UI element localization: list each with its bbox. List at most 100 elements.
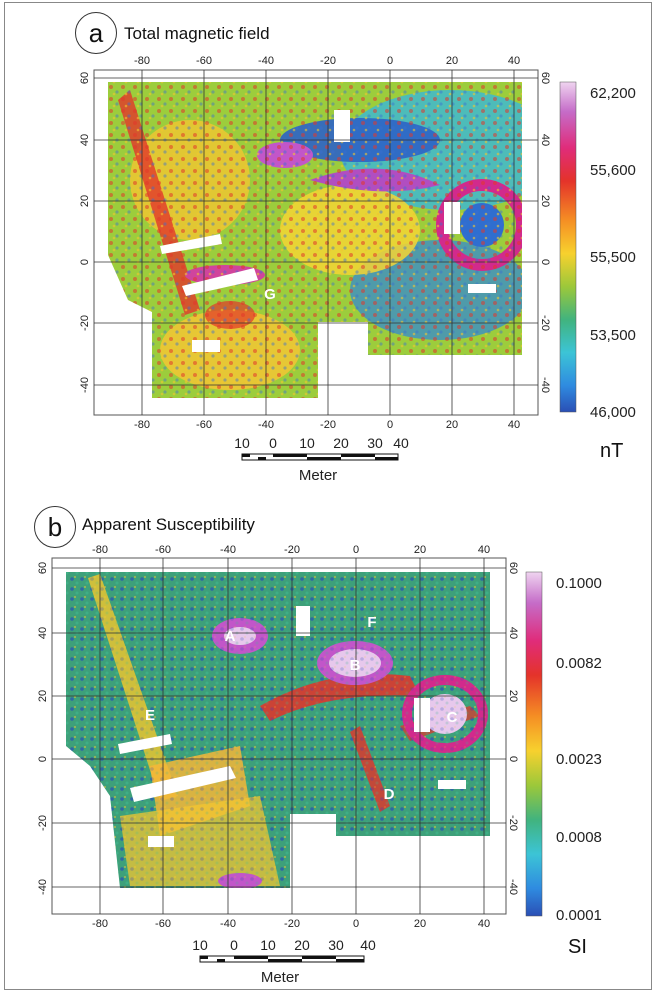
x-tick-top: -60 bbox=[155, 544, 171, 556]
scale-unit: Meter bbox=[261, 969, 299, 986]
anomaly-label: G bbox=[264, 286, 276, 303]
colorbar-unit: SI bbox=[568, 936, 587, 958]
y-tick-right: 40 bbox=[539, 134, 551, 146]
y-tick-left: -40 bbox=[37, 879, 49, 895]
x-tick-top: -40 bbox=[258, 55, 274, 67]
colorbar-label: 0.0001 bbox=[556, 907, 602, 924]
panel-apparent-susceptibility: b Apparent Susceptibility bbox=[0, 496, 658, 994]
panel-letter-badge: a bbox=[75, 12, 117, 54]
panel-total-magnetic-field: a Total magnetic field bbox=[0, 0, 658, 490]
y-tick-right: -20 bbox=[539, 315, 551, 331]
x-tick-bottom: -40 bbox=[258, 419, 274, 431]
x-tick-bottom: 20 bbox=[446, 419, 458, 431]
colorbar-label: 0.0008 bbox=[556, 829, 602, 846]
y-tick-right: 40 bbox=[507, 627, 519, 639]
panel-letter: a bbox=[88, 18, 104, 48]
x-tick-bottom: -80 bbox=[92, 918, 108, 930]
colorbar bbox=[525, 571, 543, 917]
x-tick-top: 0 bbox=[353, 544, 359, 556]
scale-bar bbox=[199, 955, 365, 963]
magnetic-field-surface bbox=[108, 82, 522, 398]
x-tick-top: 40 bbox=[508, 55, 520, 67]
x-tick-bottom: -20 bbox=[320, 419, 336, 431]
grid-lines bbox=[52, 558, 506, 914]
x-tick-top: 0 bbox=[387, 55, 393, 67]
y-tick-left: 60 bbox=[79, 72, 91, 84]
anomaly-label: E bbox=[145, 707, 155, 724]
scale-number: 20 bbox=[294, 937, 310, 953]
scale-number: 10 bbox=[234, 435, 250, 451]
scale-number: 40 bbox=[393, 435, 409, 451]
colorbar-label: 0.0023 bbox=[556, 751, 602, 768]
scale-number: 10 bbox=[260, 937, 276, 953]
scale-number: 10 bbox=[192, 937, 208, 953]
colorbar bbox=[559, 81, 577, 413]
scale-number: 30 bbox=[367, 435, 383, 451]
colorbar-label: 53,500 bbox=[590, 327, 636, 344]
y-tick-left: 40 bbox=[79, 134, 91, 146]
y-tick-right: -40 bbox=[507, 879, 519, 895]
panel-letter-badge: b bbox=[34, 506, 76, 548]
anomaly-label: C bbox=[447, 709, 458, 726]
colorbar-label: 46,000 bbox=[590, 404, 636, 421]
y-tick-left: -20 bbox=[79, 315, 91, 331]
x-tick-top: 20 bbox=[414, 544, 426, 556]
x-tick-bottom: 40 bbox=[508, 419, 520, 431]
scale-number: 0 bbox=[230, 937, 238, 953]
y-tick-right: -40 bbox=[539, 377, 551, 393]
x-tick-bottom: -40 bbox=[220, 918, 236, 930]
x-tick-bottom: -60 bbox=[155, 918, 171, 930]
panel-title: Apparent Susceptibility bbox=[82, 515, 255, 534]
panel-title: Total magnetic field bbox=[124, 24, 270, 43]
page-frame bbox=[4, 2, 652, 990]
x-tick-top: -40 bbox=[220, 544, 236, 556]
colorbar-label: 0.1000 bbox=[556, 575, 602, 592]
scale-number: 10 bbox=[299, 435, 315, 451]
anomaly-label: F bbox=[367, 614, 376, 631]
scale-number: 20 bbox=[333, 435, 349, 451]
y-tick-right: 0 bbox=[539, 259, 551, 265]
x-tick-top: -80 bbox=[134, 55, 150, 67]
scale-number: 30 bbox=[328, 937, 344, 953]
colorbar-label: 0.0082 bbox=[556, 655, 602, 672]
y-tick-right: 0 bbox=[507, 756, 519, 762]
x-tick-bottom: -80 bbox=[134, 419, 150, 431]
x-tick-bottom: 0 bbox=[387, 419, 393, 431]
y-tick-right: 20 bbox=[507, 690, 519, 702]
x-tick-top: -60 bbox=[196, 55, 212, 67]
x-tick-bottom: -20 bbox=[284, 918, 300, 930]
colorbar-unit: nT bbox=[600, 440, 624, 462]
y-tick-left: 0 bbox=[79, 259, 91, 265]
y-tick-left: 0 bbox=[37, 756, 49, 762]
susceptibility-surface bbox=[66, 572, 490, 888]
anomaly-label: D bbox=[384, 786, 395, 803]
y-tick-left: -40 bbox=[79, 377, 91, 393]
x-tick-top: 20 bbox=[446, 55, 458, 67]
scale-unit: Meter bbox=[299, 467, 337, 484]
map-figure-a: -80 -60 -40 -20 0 20 40 -80 -60 -40 -20 … bbox=[79, 55, 636, 484]
y-tick-left: -20 bbox=[37, 815, 49, 831]
y-tick-right: -20 bbox=[507, 815, 519, 831]
y-tick-left: 60 bbox=[37, 562, 49, 574]
scale-number: 40 bbox=[360, 937, 376, 953]
grid-lines bbox=[94, 70, 538, 415]
scale-bar bbox=[241, 453, 399, 461]
x-tick-top: -80 bbox=[92, 544, 108, 556]
y-tick-left: 40 bbox=[37, 627, 49, 639]
y-tick-right: 60 bbox=[507, 562, 519, 574]
colorbar-label: 55,500 bbox=[590, 249, 636, 266]
colorbar-label: 55,600 bbox=[590, 162, 636, 179]
x-tick-top: -20 bbox=[284, 544, 300, 556]
y-tick-left: 20 bbox=[79, 195, 91, 207]
y-tick-right: 60 bbox=[539, 72, 551, 84]
anomaly-label: A bbox=[225, 628, 236, 645]
x-tick-top: -20 bbox=[320, 55, 336, 67]
anomaly-label: B bbox=[350, 657, 361, 674]
x-tick-bottom: 40 bbox=[478, 918, 490, 930]
panel-letter: b bbox=[47, 512, 63, 542]
x-tick-bottom: 20 bbox=[414, 918, 426, 930]
y-tick-right: 20 bbox=[539, 195, 551, 207]
colorbar-label: 62,200 bbox=[590, 85, 636, 102]
map-figure-b: -80 -60 -40 -20 0 20 40 -80 -60 -40 -20 … bbox=[37, 544, 602, 986]
x-tick-bottom: -60 bbox=[196, 419, 212, 431]
